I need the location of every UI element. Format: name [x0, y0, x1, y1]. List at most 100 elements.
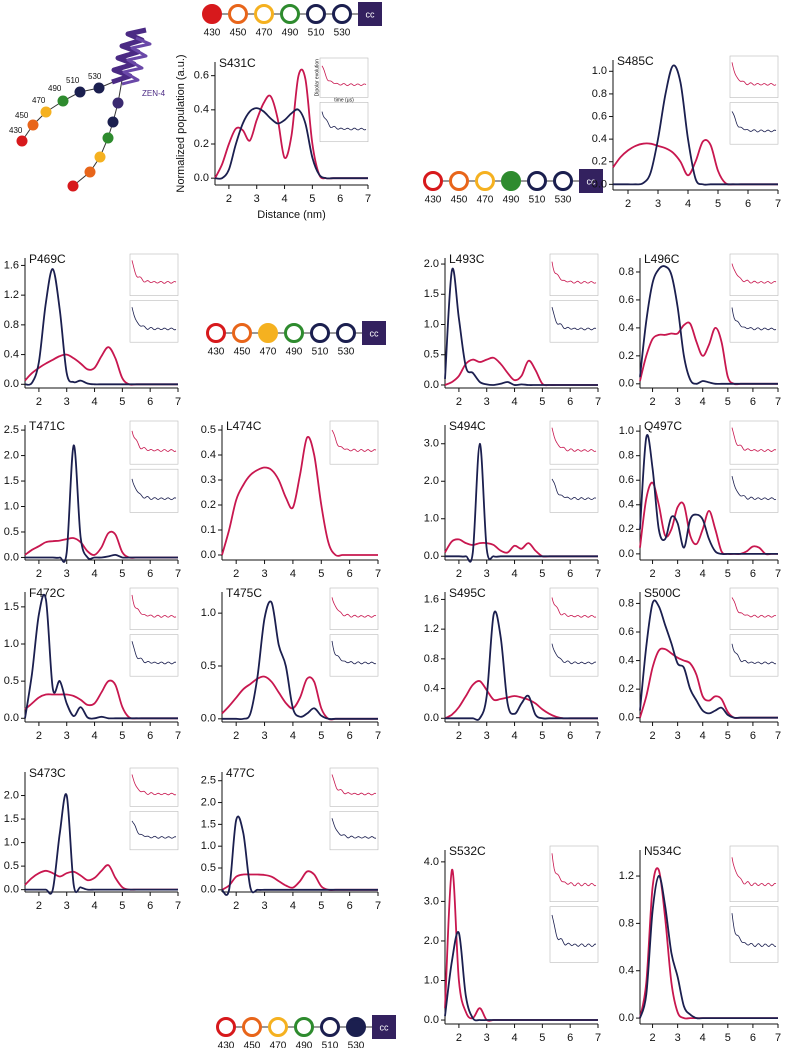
- x-tick-label: 2: [456, 396, 462, 408]
- y-tick-label: 0.6: [592, 110, 607, 122]
- y-tick-label: 1.0: [592, 65, 607, 77]
- inset-frame: [729, 102, 779, 145]
- panel: 0.0 0.5 1.0 2 3 4 5 6 7 T475C: [201, 586, 381, 742]
- x-tick-label: 6: [567, 730, 573, 742]
- y-tick-label: 0.0: [424, 1014, 439, 1026]
- x-tick-label: 4: [511, 396, 517, 408]
- x-tick-label: 4: [700, 1032, 706, 1044]
- residue: [94, 151, 106, 163]
- x-tick-label: 7: [175, 730, 181, 742]
- y-tick-label: 0.0: [201, 884, 216, 896]
- x-tick-label: 2: [36, 396, 42, 408]
- y-tick-label: 0.8: [424, 653, 439, 665]
- x-tick-label: 7: [775, 198, 781, 210]
- panel-title: L474C: [226, 419, 262, 433]
- x-tick-label: 3: [675, 396, 681, 408]
- panel: 0.0 0.4 0.8 1.2 1.6 2 3 4 5 6 7 S495C: [424, 586, 601, 742]
- y-tick-label: 0.0: [201, 549, 216, 561]
- x-tick-label: 7: [775, 568, 781, 580]
- construct-residue: [336, 323, 356, 343]
- panel: Dipolar evolution time (μs) 0.0 0.2 0.4 0.6 2 3…: [175, 54, 371, 221]
- inset-curve: [131, 774, 177, 796]
- construct-tag: cc: [380, 1022, 390, 1032]
- x-tick-label: 7: [595, 396, 601, 408]
- x-tick-label: 7: [595, 730, 601, 742]
- inset-frame: [729, 587, 779, 630]
- x-tick-label: 7: [375, 900, 381, 912]
- distance-distribution: [24, 268, 178, 386]
- x-tick-label: 6: [567, 396, 573, 408]
- x-tick-label: 2: [456, 568, 462, 580]
- x-tick-label: 6: [567, 568, 573, 580]
- y-tick-label: 0.5: [4, 675, 19, 687]
- y-tick-label: 0.8: [619, 917, 634, 929]
- x-tick-label: 4: [700, 568, 706, 580]
- x-tick-label: 3: [675, 730, 681, 742]
- helix: [111, 27, 147, 85]
- inset-curve: [731, 62, 777, 86]
- x-tick-label: 5: [119, 730, 125, 742]
- x-tick-label: 6: [147, 568, 153, 580]
- inset-curve: [551, 478, 597, 501]
- construct-residue: [268, 1017, 288, 1037]
- distance-distribution: [25, 444, 178, 563]
- inset-frame: [129, 811, 179, 851]
- y-tick-label: 0.5: [4, 860, 19, 872]
- inset-frame: [319, 57, 369, 98]
- x-tick-label: 4: [290, 568, 296, 580]
- x-tick-label: 4: [91, 396, 97, 408]
- x-tick-label: 3: [655, 198, 661, 210]
- y-tick-label: 0.0: [619, 712, 634, 724]
- y-tick-label: 0.8: [619, 450, 634, 462]
- inset-frame: [729, 253, 779, 296]
- distance-distribution: [221, 870, 378, 891]
- x-tick-label: 4: [685, 198, 691, 210]
- y-tick-label: 0.5: [201, 660, 216, 672]
- x-tick-label: 5: [318, 568, 324, 580]
- inset-frame: [129, 300, 179, 343]
- inset-curve: [331, 597, 377, 618]
- panel-title: N534C: [644, 844, 682, 858]
- panel: 0.0 0.2 0.4 0.6 0.8 2 3 4 5 6 7 L496C: [619, 252, 781, 408]
- y-tick-label: 0.4: [619, 499, 634, 511]
- inset-frame: [549, 300, 599, 343]
- x-tick-label: 5: [539, 1032, 545, 1044]
- y-tick-label: 0.5: [4, 526, 19, 538]
- panel: 0.0 0.1 0.2 0.3 0.4 0.5 2 3 4 5 6 7 L474C: [201, 419, 381, 580]
- residue: [107, 116, 119, 128]
- y-tick-label: 0.0: [424, 379, 439, 391]
- inset-frame: [729, 845, 779, 902]
- y-axis-label: Normalized population (a.u.): [175, 54, 187, 192]
- construct-residue: [216, 1017, 236, 1037]
- residue-label: 450: [15, 111, 29, 120]
- inset-curve: [551, 597, 597, 618]
- x-tick-label: 5: [725, 396, 731, 408]
- x-tick-label: 5: [119, 900, 125, 912]
- construct-label: 490: [296, 1041, 313, 1048]
- x-tick-label: 6: [750, 568, 756, 580]
- panel-title: Q497C: [644, 419, 682, 433]
- construct-residue: [332, 4, 352, 24]
- y-tick-label: 1.0: [201, 607, 216, 619]
- panel: 0.0 0.5 1.0 1.5 2.0 2 3 4 5 6 7 S473C: [4, 766, 181, 912]
- distance-distribution: [444, 931, 598, 1022]
- panel: 0.0 0.5 1.0 1.5 2 3 4 5 6 7 F472C: [4, 586, 181, 742]
- y-tick-label: 0.2: [619, 523, 634, 535]
- x-tick-label: 7: [775, 396, 781, 408]
- inset-curve: [551, 306, 597, 331]
- y-tick-label: 0.2: [619, 683, 634, 695]
- inset-frame: [129, 420, 179, 465]
- construct-label: 430: [218, 1041, 235, 1048]
- distance-distribution: [639, 434, 778, 555]
- inset-curve: [731, 597, 777, 618]
- y-tick-label: 0.0: [4, 378, 19, 390]
- y-tick-label: 0.0: [201, 713, 216, 725]
- y-tick-label: 3.0: [424, 438, 439, 450]
- residue: [74, 86, 86, 98]
- x-tick-label: 4: [511, 730, 517, 742]
- x-tick-label: 6: [567, 1032, 573, 1044]
- y-tick-label: 0.6: [619, 474, 634, 486]
- residue-label: 430: [9, 126, 23, 135]
- inset-curve: [731, 111, 777, 133]
- panel: 0.0 0.2 0.4 0.6 0.8 1.0 2 3 4 5 6 7 Q497C: [619, 419, 781, 580]
